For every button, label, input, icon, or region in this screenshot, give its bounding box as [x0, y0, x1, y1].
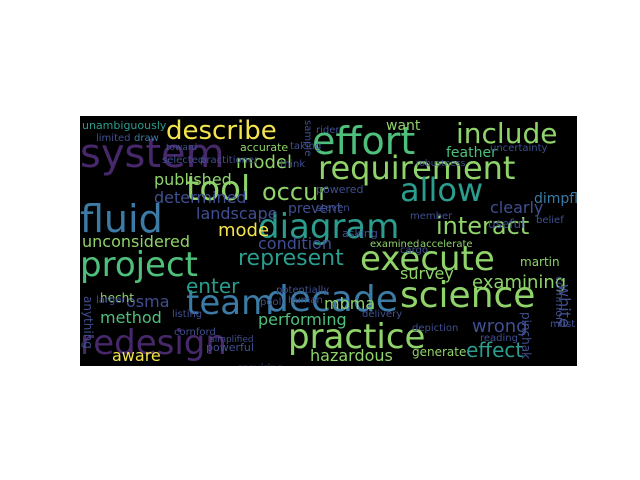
cloud-word: requirement [318, 149, 516, 187]
cloud-word: accurate [240, 141, 289, 154]
cloud-word: pinchak [519, 312, 533, 360]
cloud-word: depiction [412, 323, 459, 334]
cloud-word: survey [400, 264, 454, 283]
cloud-word: human [288, 295, 323, 306]
cloud-word: method [100, 308, 162, 327]
cloud-word: hecht [100, 291, 134, 305]
cloud-word: delivery [362, 309, 403, 320]
cloud-word: larger [96, 295, 126, 306]
cloud-word: landscape [196, 204, 278, 223]
cloud-word: published [154, 170, 232, 189]
cloud-word: include [456, 117, 558, 150]
cloud-word: rider [316, 125, 340, 136]
cloud-word: practice [288, 317, 426, 357]
cloud-word: powerful [206, 341, 254, 354]
cloud-word: prevent [288, 201, 343, 217]
cloud-word: mode [218, 220, 270, 241]
cloud-word: aware [112, 346, 161, 365]
cloud-word: execute [360, 239, 495, 279]
cloud-word: sample [302, 120, 313, 157]
cloud-word: simplified [210, 335, 254, 345]
cloud-word: think [280, 159, 306, 170]
cloud-word: describe [166, 116, 277, 146]
cloud-word: mbma [324, 294, 376, 313]
cloud-word: unconsidered [82, 232, 191, 251]
cloud-word: unambiguously [82, 119, 167, 132]
cloud-word: generate [412, 345, 467, 359]
cloud-word: cargo [400, 245, 429, 256]
cloud-word: reading [480, 333, 518, 344]
cloud-word: effort [312, 119, 416, 163]
cloud-word: toward [166, 143, 198, 153]
cloud-word: examining [472, 272, 567, 293]
cloud-word: model [236, 152, 293, 173]
cloud-word: listing [172, 309, 203, 320]
cloud-word: requiring [238, 364, 283, 367]
cloud-word: wrong [472, 316, 528, 337]
cloud-word: practitioner [200, 155, 259, 166]
cloud-word: team [186, 283, 275, 323]
cloud-word: feather [446, 145, 497, 161]
cloud-word: steven [316, 203, 350, 214]
cloud-word: asking [342, 227, 378, 240]
cloud-word: allow [400, 171, 484, 209]
cloud-word: pool [260, 297, 282, 308]
cloud-word: performing [258, 310, 347, 329]
cloud-word: member [410, 211, 453, 222]
cloud-word: belief [536, 215, 564, 226]
cloud-word: draw [134, 133, 159, 144]
cloud-word: osma [126, 292, 170, 311]
cloud-word: occur [262, 178, 329, 206]
cloud-word: taking [290, 141, 322, 152]
cloud-word: clearly [490, 198, 544, 217]
cloud-word: science [400, 275, 536, 316]
cloud-word: diagram [258, 207, 400, 247]
cloud-word: martin [520, 255, 560, 269]
cloud-word: potentially [276, 285, 330, 296]
cloud-word: redesign [80, 323, 227, 363]
cloud-word: interact [436, 212, 530, 240]
cloud-word: enter [186, 274, 240, 298]
cloud-word: effect [466, 338, 524, 362]
cloud-word: common [553, 276, 566, 324]
cloud-word: powered [316, 183, 364, 196]
cloud-word: dimpfl [534, 191, 577, 207]
cloud-word: uncertainty [490, 143, 548, 154]
cloud-word: must [550, 319, 576, 330]
cloud-word: hazardous [310, 346, 393, 365]
cloud-word: tool [186, 169, 251, 209]
cloud-word: want [386, 118, 421, 134]
cloud-word: robustness [416, 159, 466, 169]
cloud-word: decade [266, 279, 398, 320]
cloud-word: white [555, 284, 574, 328]
cloud-word: examined [370, 239, 420, 250]
cloud-word: cornford [174, 327, 216, 338]
cloud-word: accelerate [420, 239, 473, 250]
cloud-word: fluid [80, 197, 163, 241]
cloud-word: determined [154, 188, 247, 207]
cloud-word: selected [162, 155, 205, 166]
cloud-word: limited [96, 133, 131, 144]
cloud-word: condition [258, 234, 332, 253]
cloud-word: project [80, 245, 199, 285]
cloud-word: anything [81, 296, 95, 349]
cloud-word: useful [488, 217, 525, 231]
word-cloud-canvas: system effort include describe want requireme… [80, 116, 577, 366]
cloud-word: represent [238, 246, 344, 271]
cloud-word: system [80, 131, 225, 177]
